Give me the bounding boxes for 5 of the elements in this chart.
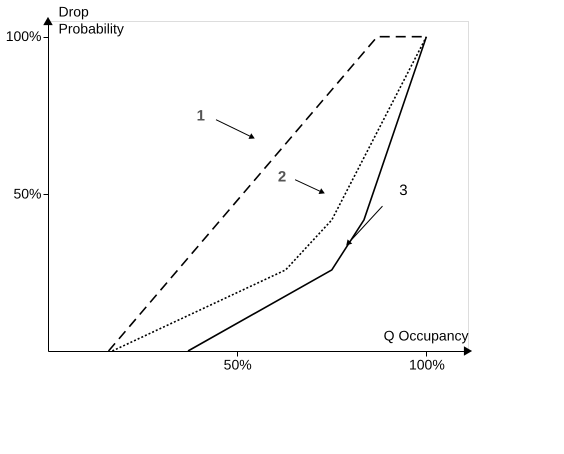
annotation: 1 [196, 107, 205, 124]
x-axis-title: Q Occupancy [384, 328, 468, 344]
annotation: 3 [399, 182, 408, 200]
y-axis-title: Drop Probability [58, 4, 124, 36]
annotation: 2 [278, 168, 286, 186]
